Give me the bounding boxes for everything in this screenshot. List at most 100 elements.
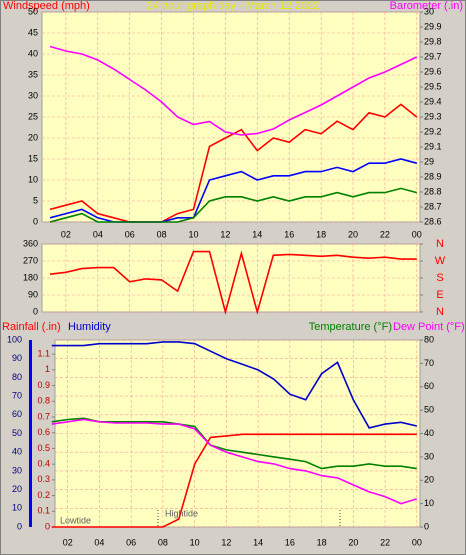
y-tick-label: 20 xyxy=(12,484,22,494)
series-line xyxy=(51,417,417,470)
x-tick-label: 18 xyxy=(317,537,327,547)
series-line xyxy=(49,45,418,136)
y2-tick-label: 0 xyxy=(424,521,429,531)
legend-humidity: Humidity xyxy=(68,321,111,333)
x-tick-label: 06 xyxy=(125,229,135,239)
legend-temperature: Temperature (°F) xyxy=(309,321,392,333)
y-tick-label: 0 xyxy=(17,521,22,531)
y-tick-label: 30 xyxy=(12,465,22,475)
y-tick-label: 70 xyxy=(12,390,22,400)
y2-tick-label: 29.9 xyxy=(424,21,442,31)
y2-tick-label: 29.4 xyxy=(424,96,442,106)
x-tick-label: 00 xyxy=(412,537,422,547)
y-tick-label: 10 xyxy=(12,503,22,513)
y3-tick-label: 0 xyxy=(45,521,50,531)
y3-tick-label: 0.3 xyxy=(37,474,50,484)
y-tick-label: 10 xyxy=(28,174,38,184)
y2-tick-label: 10 xyxy=(424,498,434,508)
series-line xyxy=(51,418,418,505)
y2-tick-label: N xyxy=(436,238,444,250)
y2-tick-label: 20 xyxy=(424,475,434,485)
legend-dew-point: Dew Point (°F) xyxy=(393,321,465,333)
y-tick-label: 5 xyxy=(33,195,38,205)
y2-tick-label: 28.8 xyxy=(424,186,442,196)
series-line xyxy=(51,433,417,528)
y2-tick-label: S xyxy=(436,272,443,284)
y2-tick-label: 80 xyxy=(424,334,434,344)
x-tick-label: 22 xyxy=(380,229,390,239)
x-tick-label: 08 xyxy=(158,537,168,547)
x-tick-label: 14 xyxy=(253,537,263,547)
y2-tick-label: 28.9 xyxy=(424,171,442,181)
series-line xyxy=(49,187,418,223)
x-tick-label: 02 xyxy=(61,229,71,239)
y-tick-label: 15 xyxy=(28,153,38,163)
x-tick-label: 02 xyxy=(63,537,73,547)
y2-tick-label: 28.7 xyxy=(424,201,442,211)
y2-tick-label: 50 xyxy=(424,405,434,415)
humidity-axis-bar xyxy=(29,340,32,527)
x-tick-label: 12 xyxy=(221,537,231,547)
annotation: Hightide xyxy=(165,508,198,518)
series-line xyxy=(49,250,417,316)
y-tick-label: 0 xyxy=(33,306,38,316)
y2-tick-label: 29.6 xyxy=(424,66,442,76)
y-tick-label: 80 xyxy=(12,372,22,382)
y-tick-label: 50 xyxy=(28,6,38,16)
x-tick-label: 20 xyxy=(348,537,358,547)
x-tick-label: 10 xyxy=(189,229,199,239)
y-tick-label: 180 xyxy=(23,272,38,282)
y3-tick-label: 1.1 xyxy=(37,349,50,359)
y-tick-label: 100 xyxy=(7,334,22,344)
y3-tick-label: 0.7 xyxy=(37,411,50,421)
y2-tick-label: 29.8 xyxy=(424,36,442,46)
y2-tick-label: E xyxy=(436,289,443,301)
x-tick-label: 22 xyxy=(380,537,390,547)
annotation: Lowtide xyxy=(60,515,91,525)
y2-tick-label: W xyxy=(435,255,446,267)
y2-tick-label: 29.7 xyxy=(424,51,442,61)
y2-tick-label: 29 xyxy=(424,156,434,166)
y-tick-label: 20 xyxy=(28,132,38,142)
y-tick-label: 90 xyxy=(28,289,38,299)
y-tick-label: 25 xyxy=(28,111,38,121)
y3-tick-label: 1 xyxy=(45,364,50,374)
legend-rainfall: Rainfall (.in) xyxy=(2,321,61,333)
y2-tick-label: 60 xyxy=(424,381,434,391)
x-tick-label: 16 xyxy=(285,537,295,547)
x-tick-label: 06 xyxy=(126,537,136,547)
y-tick-label: 30 xyxy=(28,90,38,100)
x-tick-label: 20 xyxy=(348,229,358,239)
x-tick-label: 12 xyxy=(220,229,230,239)
series-line xyxy=(51,341,417,429)
y-axis-label: Windspeed (mph) xyxy=(3,0,90,12)
y-tick-label: 0 xyxy=(33,216,38,226)
y2-tick-label: 29.5 xyxy=(424,81,442,91)
chart-title: 24 hour graph day - March 12 2022 xyxy=(147,0,319,12)
y2-tick-label: 29.1 xyxy=(424,141,442,151)
y2-tick-label: 70 xyxy=(424,358,434,368)
y-tick-label: 50 xyxy=(12,428,22,438)
y2-tick-label: 40 xyxy=(424,428,434,438)
x-tick-label: 04 xyxy=(93,229,103,239)
x-tick-label: 08 xyxy=(157,229,167,239)
y3-tick-label: 0.1 xyxy=(37,506,50,516)
y-tick-label: 60 xyxy=(12,409,22,419)
x-tick-label: 18 xyxy=(316,229,326,239)
y2-axis-label: Barometer (.in) xyxy=(390,0,463,12)
y-tick-label: 90 xyxy=(12,353,22,363)
y3-tick-label: 0.4 xyxy=(37,459,50,469)
y2-tick-label: 30 xyxy=(424,6,434,16)
y2-tick-label: N xyxy=(436,306,444,318)
y3-tick-label: 0.2 xyxy=(37,490,50,500)
x-tick-label: 16 xyxy=(284,229,294,239)
x-tick-label: 14 xyxy=(252,229,262,239)
x-tick-label: 04 xyxy=(94,537,104,547)
x-tick-label: 00 xyxy=(412,229,422,239)
y-tick-label: 35 xyxy=(28,69,38,79)
y3-tick-label: 0.5 xyxy=(37,443,50,453)
y2-tick-label: 29.3 xyxy=(424,111,442,121)
y3-tick-label: 0.8 xyxy=(37,396,50,406)
y2-tick-label: 29.2 xyxy=(424,126,442,136)
